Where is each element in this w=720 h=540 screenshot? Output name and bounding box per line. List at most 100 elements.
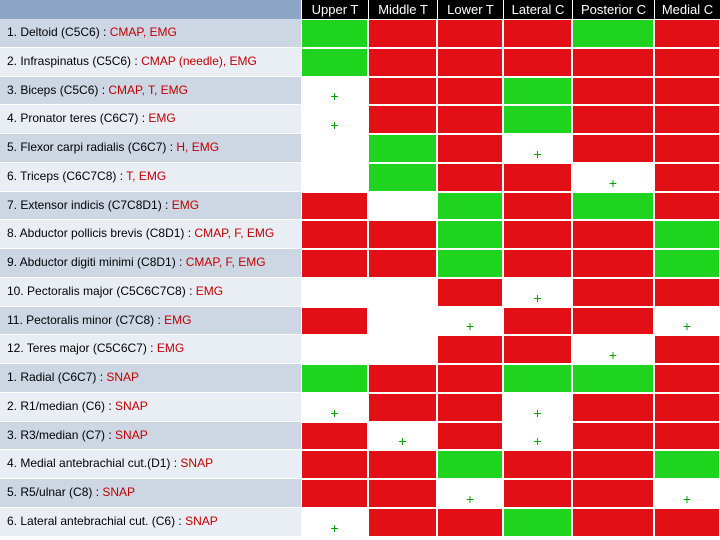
status-cell [654, 105, 720, 134]
status-cell [654, 134, 720, 163]
status-cell [654, 335, 720, 364]
plus-mark: + [533, 145, 542, 162]
row-test: EMG [148, 111, 176, 126]
status-cell [368, 507, 437, 537]
status-cell: + [503, 392, 572, 422]
column-header-upper-t: Upper T [302, 0, 368, 19]
status-cell [572, 105, 654, 134]
status-cell [572, 191, 654, 221]
plus-mark: + [465, 490, 475, 507]
status-cell [368, 76, 437, 106]
status-cell: + [572, 335, 654, 364]
row-test: EMG [171, 197, 200, 212]
status-cell [437, 277, 503, 307]
row-label: 7. Extensor indicis (C7C8D1) : EMG [0, 191, 301, 220]
status-cell [654, 220, 720, 249]
column-header-posterior-c: Posterior C [573, 0, 654, 19]
status-cell: + [437, 306, 503, 336]
status-cell: + [368, 421, 437, 451]
row-test: T, EMG [126, 168, 167, 183]
status-cell [437, 392, 503, 422]
status-cell: + [503, 277, 572, 307]
status-cell [368, 220, 437, 249]
status-cell [437, 364, 503, 393]
status-cell [654, 191, 720, 221]
row-name: 7. Extensor indicis (C7C8D1) : [7, 197, 172, 212]
row-label: 3. Biceps (C5C6) : CMAP, T, EMG [0, 76, 301, 105]
row-name: 3. R3/median (C7) : [7, 427, 116, 442]
status-cell [572, 76, 654, 106]
status-cell [572, 249, 654, 278]
status-cell [368, 364, 437, 393]
plus-mark: + [330, 404, 339, 421]
status-cell [368, 277, 437, 307]
status-cell [301, 191, 368, 221]
status-cell [368, 479, 437, 508]
plus-mark: + [330, 117, 339, 133]
status-cell [572, 392, 654, 422]
status-cell [654, 507, 720, 537]
status-cell [503, 105, 572, 134]
status-cell: + [654, 306, 720, 336]
status-cell [437, 507, 503, 537]
row-name: 6. Lateral antebrachial cut. (C6) : [7, 513, 186, 528]
status-cell [572, 450, 654, 479]
row-label: 8. Abductor pollicis brevis (C8D1) : CMA… [0, 220, 301, 248]
status-cell [503, 191, 572, 221]
status-cell [572, 306, 654, 336]
row-label: 6. Triceps (C6C7C8) : T, EMG [0, 162, 301, 191]
plus-mark: + [330, 88, 339, 105]
row-test: EMG [195, 283, 224, 298]
row-name: 5. Flexor carpi radialis (C6C7) : [7, 140, 177, 154]
row-name: 4. Medial antebrachial cut.(D1) : [7, 456, 181, 471]
status-cell [572, 479, 654, 508]
status-cell [654, 277, 720, 307]
status-cell [368, 162, 437, 192]
status-cell [503, 76, 572, 106]
status-cell [437, 335, 503, 364]
status-cell [572, 277, 654, 307]
status-cell [654, 19, 720, 48]
status-cell [503, 47, 572, 77]
status-cell [368, 134, 437, 163]
status-cell [654, 249, 720, 278]
header-corner [0, 0, 301, 19]
status-cell [503, 220, 572, 249]
status-cell [503, 249, 572, 278]
plus-mark: + [682, 490, 692, 507]
row-name: 2. Infraspinatus (C5C6) : [7, 53, 142, 68]
row-name: 12. Teres major (C5C6C7) : [7, 341, 157, 356]
row-test: CMAP, T, EMG [108, 82, 188, 97]
status-cell [301, 450, 368, 479]
status-cell [437, 19, 503, 48]
status-cell [301, 220, 368, 249]
status-cell: + [654, 479, 720, 508]
status-cell: + [503, 134, 572, 163]
status-cell [572, 19, 654, 48]
row-test: SNAP [102, 485, 136, 499]
row-label: 2. R1/median (C6) : SNAP [0, 392, 301, 421]
status-cell [368, 249, 437, 278]
status-cell [437, 220, 503, 249]
status-cell [437, 450, 503, 479]
status-cell [572, 47, 654, 77]
column-header-lateral-c: Lateral C [504, 0, 572, 19]
status-cell [368, 191, 437, 221]
row-test: CMAP, F, EMG [185, 255, 266, 269]
status-cell: + [572, 162, 654, 192]
status-cell [301, 277, 368, 307]
status-cell [437, 47, 503, 77]
plus-mark: + [533, 433, 542, 450]
status-cell [437, 249, 503, 278]
row-test: SNAP [180, 456, 214, 471]
plus-mark: + [608, 347, 618, 363]
status-cell [368, 392, 437, 422]
status-cell [654, 450, 720, 479]
row-label: 4. Medial antebrachial cut.(D1) : SNAP [0, 450, 301, 478]
status-cell [301, 134, 368, 163]
status-cell [301, 421, 368, 451]
status-cell [572, 421, 654, 451]
status-cell: + [301, 76, 368, 106]
status-cell [503, 450, 572, 479]
status-cell [503, 19, 572, 48]
